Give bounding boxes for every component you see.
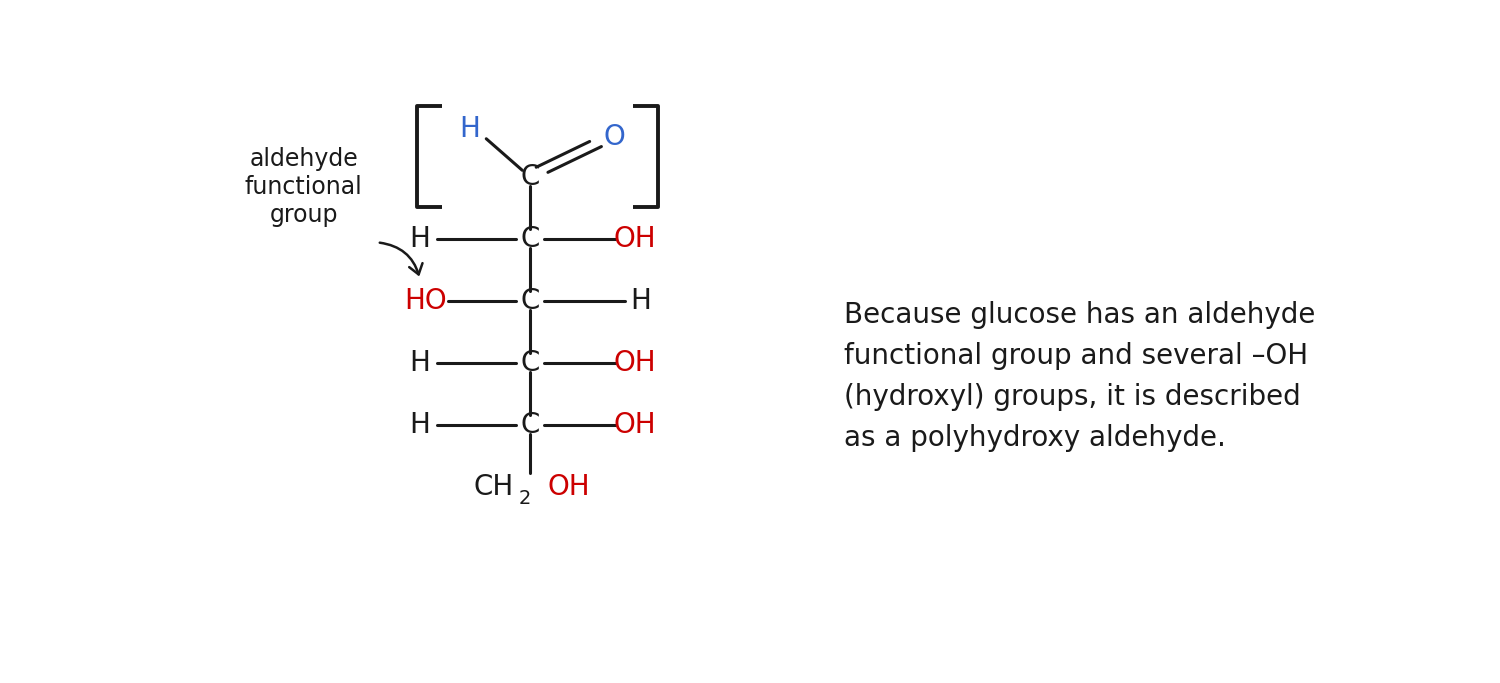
Text: C: C — [520, 163, 540, 191]
Text: aldehyde
functional
group: aldehyde functional group — [244, 148, 363, 227]
Text: C: C — [520, 411, 540, 439]
Text: H: H — [410, 349, 430, 377]
Text: H: H — [630, 287, 651, 315]
Text: C: C — [520, 287, 540, 315]
Text: H: H — [459, 115, 480, 143]
Text: CH: CH — [472, 473, 513, 501]
Text: Because glucose has an aldehyde
functional group and several –OH
(hydroxyl) grou: Because glucose has an aldehyde function… — [844, 301, 1316, 452]
Text: C: C — [520, 225, 540, 253]
FancyArrowPatch shape — [380, 242, 423, 275]
Text: OH: OH — [548, 473, 590, 501]
Text: H: H — [410, 225, 430, 253]
Text: 2: 2 — [519, 489, 531, 508]
Text: OH: OH — [614, 349, 657, 377]
Text: OH: OH — [614, 225, 657, 253]
Text: H: H — [410, 411, 430, 439]
Text: HO: HO — [405, 287, 447, 315]
Text: C: C — [520, 349, 540, 377]
Text: OH: OH — [614, 411, 657, 439]
Text: O: O — [603, 123, 625, 151]
